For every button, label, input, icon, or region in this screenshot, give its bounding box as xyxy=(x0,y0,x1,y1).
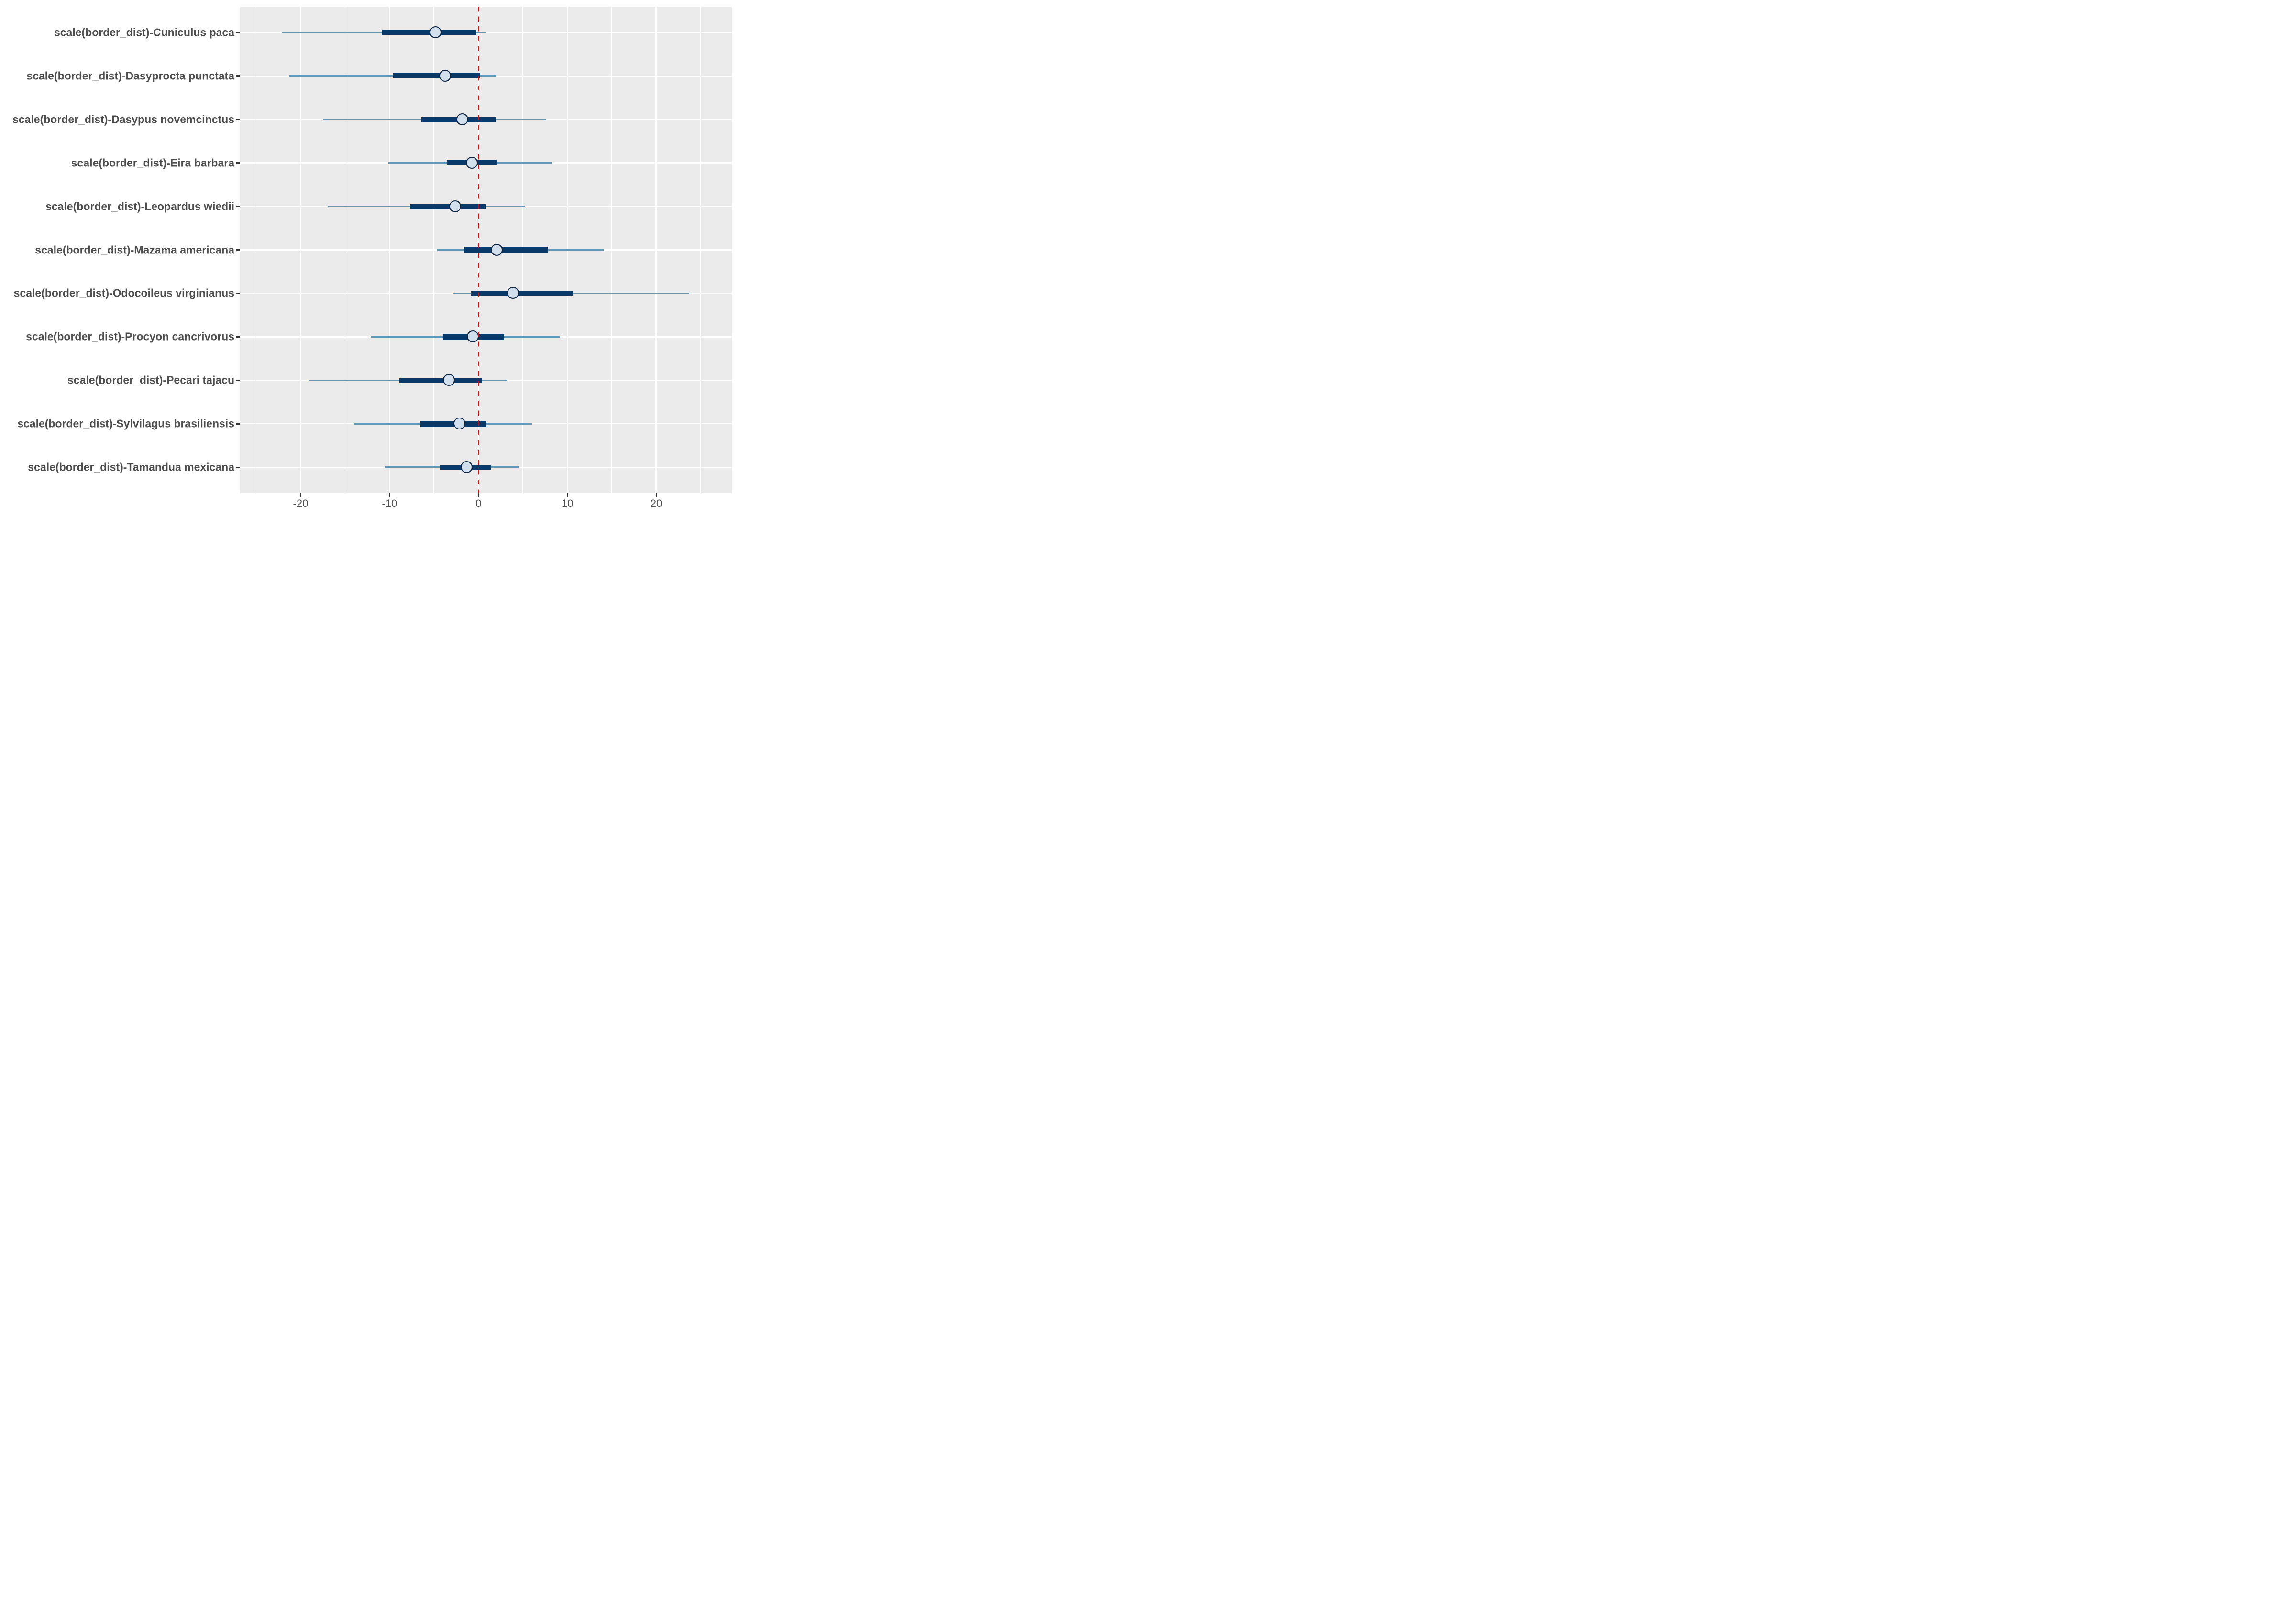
ci-inner-bar xyxy=(410,204,486,209)
plot-panel xyxy=(240,7,732,493)
estimate-point xyxy=(449,200,461,212)
ci-inner-bar xyxy=(399,377,482,383)
estimate-point xyxy=(442,374,455,386)
y-tick-mark xyxy=(236,249,240,251)
ci-inner-bar xyxy=(471,290,573,296)
estimate-point xyxy=(453,418,466,430)
estimate-point xyxy=(456,113,468,125)
y-tick-mark xyxy=(236,379,240,381)
y-axis-label: scale(border_dist)-Dasyprocta punctata xyxy=(26,69,234,82)
estimate-point xyxy=(491,243,503,256)
estimate-point xyxy=(439,69,452,82)
y-axis-label: scale(border_dist)-Cuniculus paca xyxy=(54,26,234,39)
y-tick-mark xyxy=(236,292,240,294)
y-axis-label: scale(border_dist)-Odocoileus virginianu… xyxy=(13,286,234,299)
y-tick-mark xyxy=(236,119,240,121)
x-axis-tick-label: -10 xyxy=(382,497,397,509)
x-tick-mark xyxy=(566,493,568,497)
x-tick-mark xyxy=(477,493,479,497)
estimate-point xyxy=(429,26,442,38)
y-tick-mark xyxy=(236,423,240,425)
y-tick-mark xyxy=(236,466,240,468)
y-axis-label: scale(border_dist)-Eira barbara xyxy=(71,156,234,169)
ci-inner-bar xyxy=(464,247,548,253)
y-tick-mark xyxy=(236,206,240,208)
y-axis-label: scale(border_dist)-Dasypus novemcinctus xyxy=(12,113,234,126)
y-tick-mark xyxy=(236,336,240,338)
x-axis-tick-label: 20 xyxy=(650,497,662,509)
y-tick-mark xyxy=(236,75,240,77)
estimate-point xyxy=(507,287,519,299)
x-axis-tick-label: 10 xyxy=(561,497,574,509)
estimate-point xyxy=(461,461,473,473)
y-tick-mark xyxy=(236,162,240,164)
estimate-point xyxy=(466,156,478,169)
ci-inner-bar xyxy=(393,73,480,79)
ci-outer-line xyxy=(289,75,497,77)
x-tick-mark xyxy=(655,493,657,497)
y-axis-label: scale(border_dist)-Pecari tajacu xyxy=(67,374,234,386)
zero-reference-line xyxy=(477,7,479,493)
y-axis-label: scale(border_dist)-Procyon cancrivorus xyxy=(26,330,234,343)
ci-inner-bar xyxy=(381,30,477,35)
forest-plot-figure: scale(border_dist)-Cuniculus paca scale(b… xyxy=(0,0,739,517)
x-tick-mark xyxy=(300,493,301,497)
estimate-point xyxy=(467,330,479,343)
ci-inner-bar xyxy=(420,421,486,427)
row-gridline xyxy=(240,32,732,33)
y-tick-mark xyxy=(236,32,240,33)
y-axis-label: scale(border_dist)-Mazama americana xyxy=(35,243,234,256)
x-axis-tick-label: 0 xyxy=(475,497,482,509)
y-axis-label: scale(border_dist)-Tamandua mexicana xyxy=(28,461,234,473)
x-tick-mark xyxy=(389,493,390,497)
y-axis-label: scale(border_dist)-Sylvilagus brasiliens… xyxy=(17,417,234,430)
x-axis-tick-label: -20 xyxy=(293,497,309,509)
y-axis-label: scale(border_dist)-Leopardus wiedii xyxy=(45,200,234,213)
